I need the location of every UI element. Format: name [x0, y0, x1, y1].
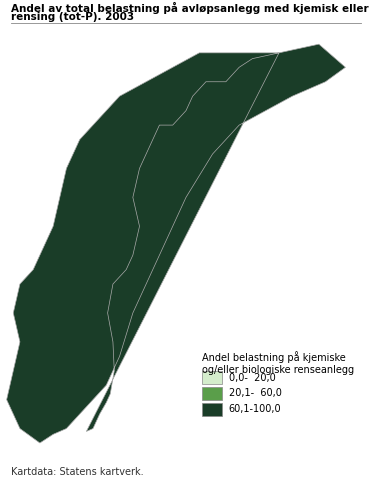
- FancyBboxPatch shape: [202, 403, 222, 416]
- Text: Kartdata: Statens kartverk.: Kartdata: Statens kartverk.: [11, 467, 144, 477]
- Text: 0,0-  20,0: 0,0- 20,0: [228, 373, 275, 383]
- Text: rensing (tot-P). 2003: rensing (tot-P). 2003: [11, 12, 134, 22]
- Polygon shape: [7, 44, 346, 443]
- Text: 60,1-100,0: 60,1-100,0: [228, 404, 281, 414]
- Text: 20,1-  60,0: 20,1- 60,0: [228, 388, 282, 399]
- FancyBboxPatch shape: [202, 371, 222, 384]
- Text: Andel belastning på kjemiske
og/eller biologiske renseanlegg: Andel belastning på kjemiske og/eller bi…: [202, 351, 354, 375]
- Text: Andel av total belastning på avløpsanlegg med kjemisk eller biologisk-kjemisk: Andel av total belastning på avløpsanleg…: [11, 2, 372, 14]
- FancyBboxPatch shape: [202, 387, 222, 400]
